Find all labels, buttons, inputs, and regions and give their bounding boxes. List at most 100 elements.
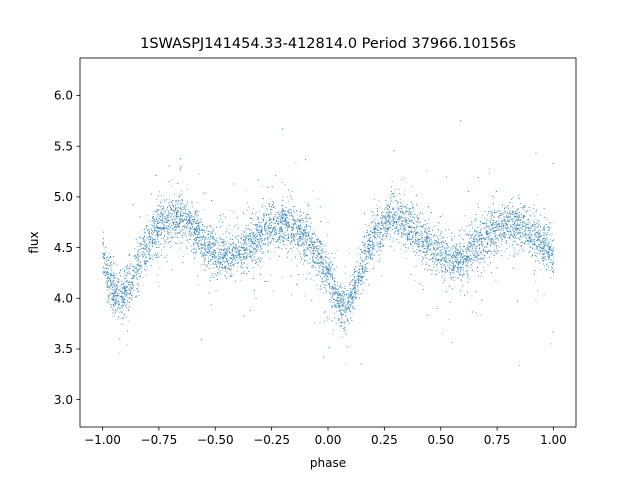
data-point xyxy=(543,227,545,229)
data-point xyxy=(320,246,322,248)
data-point xyxy=(157,252,159,254)
data-point xyxy=(253,256,255,257)
data-point xyxy=(458,252,460,254)
data-point xyxy=(522,221,524,222)
data-point xyxy=(153,255,155,257)
data-point xyxy=(501,238,503,240)
data-point xyxy=(321,281,323,283)
data-point xyxy=(152,217,153,219)
data-point xyxy=(301,220,303,221)
data-point xyxy=(506,214,507,216)
data-point xyxy=(198,242,200,244)
data-point xyxy=(196,220,198,222)
data-point xyxy=(426,170,428,172)
data-point xyxy=(544,240,546,241)
data-point xyxy=(344,265,346,267)
data-point xyxy=(398,207,400,209)
data-point xyxy=(329,292,330,294)
data-point xyxy=(421,245,423,247)
data-point xyxy=(360,263,362,265)
data-point xyxy=(281,212,283,214)
data-point xyxy=(176,221,178,223)
data-point xyxy=(183,206,185,207)
data-point xyxy=(264,238,265,240)
data-point xyxy=(542,227,544,229)
data-point xyxy=(517,215,519,217)
data-point xyxy=(162,228,164,230)
data-point xyxy=(501,204,503,206)
data-point xyxy=(517,229,519,231)
data-point xyxy=(329,267,331,269)
data-point xyxy=(121,279,123,281)
data-point xyxy=(452,253,454,255)
data-point xyxy=(462,268,464,270)
data-point xyxy=(291,223,293,225)
data-point xyxy=(192,235,194,237)
data-point xyxy=(262,242,264,244)
data-point xyxy=(545,251,547,253)
data-point xyxy=(410,210,412,212)
data-point xyxy=(405,222,407,224)
data-point xyxy=(182,221,184,223)
data-point xyxy=(539,236,541,238)
data-point xyxy=(426,250,428,251)
data-point xyxy=(541,239,543,241)
data-point xyxy=(135,265,137,267)
data-point xyxy=(323,272,325,273)
data-point xyxy=(181,235,183,237)
data-point xyxy=(449,269,451,271)
data-point xyxy=(418,213,420,215)
data-point xyxy=(410,211,412,213)
data-point xyxy=(443,274,445,276)
data-point xyxy=(524,221,526,223)
data-point xyxy=(237,270,238,272)
data-point xyxy=(360,276,362,278)
data-point xyxy=(415,232,417,234)
data-point xyxy=(287,200,289,202)
data-point xyxy=(482,258,484,259)
data-point xyxy=(105,270,107,272)
data-point xyxy=(546,255,548,257)
data-point xyxy=(113,290,115,292)
data-point xyxy=(193,219,195,221)
data-point xyxy=(348,323,350,325)
data-point xyxy=(207,233,209,235)
data-point xyxy=(212,250,214,252)
data-point xyxy=(169,228,170,230)
data-point xyxy=(417,217,419,219)
data-point xyxy=(233,264,235,266)
data-point xyxy=(284,222,286,224)
data-point xyxy=(350,301,352,303)
data-point xyxy=(123,291,125,293)
data-point xyxy=(123,299,125,301)
data-point xyxy=(316,245,318,247)
data-point xyxy=(447,270,448,271)
data-point xyxy=(224,251,226,253)
data-point xyxy=(116,288,118,290)
data-point xyxy=(421,238,423,240)
data-point xyxy=(352,302,354,304)
data-point xyxy=(110,286,112,288)
data-point xyxy=(172,229,174,231)
data-point xyxy=(271,218,273,220)
data-point xyxy=(397,201,399,203)
data-point xyxy=(476,237,477,239)
data-point xyxy=(163,222,165,223)
data-point xyxy=(310,272,311,274)
data-point xyxy=(148,243,150,245)
data-point xyxy=(373,229,375,231)
data-point xyxy=(187,200,189,202)
data-point xyxy=(121,295,123,297)
data-point xyxy=(384,216,386,218)
data-point xyxy=(501,226,502,227)
data-point xyxy=(409,209,411,211)
data-point xyxy=(313,253,315,254)
data-point xyxy=(504,237,506,239)
data-point xyxy=(378,224,380,226)
data-point xyxy=(336,311,338,313)
data-point xyxy=(271,235,273,237)
data-point xyxy=(225,236,227,238)
data-point xyxy=(107,285,109,287)
data-point xyxy=(409,212,410,214)
data-point xyxy=(179,200,181,202)
